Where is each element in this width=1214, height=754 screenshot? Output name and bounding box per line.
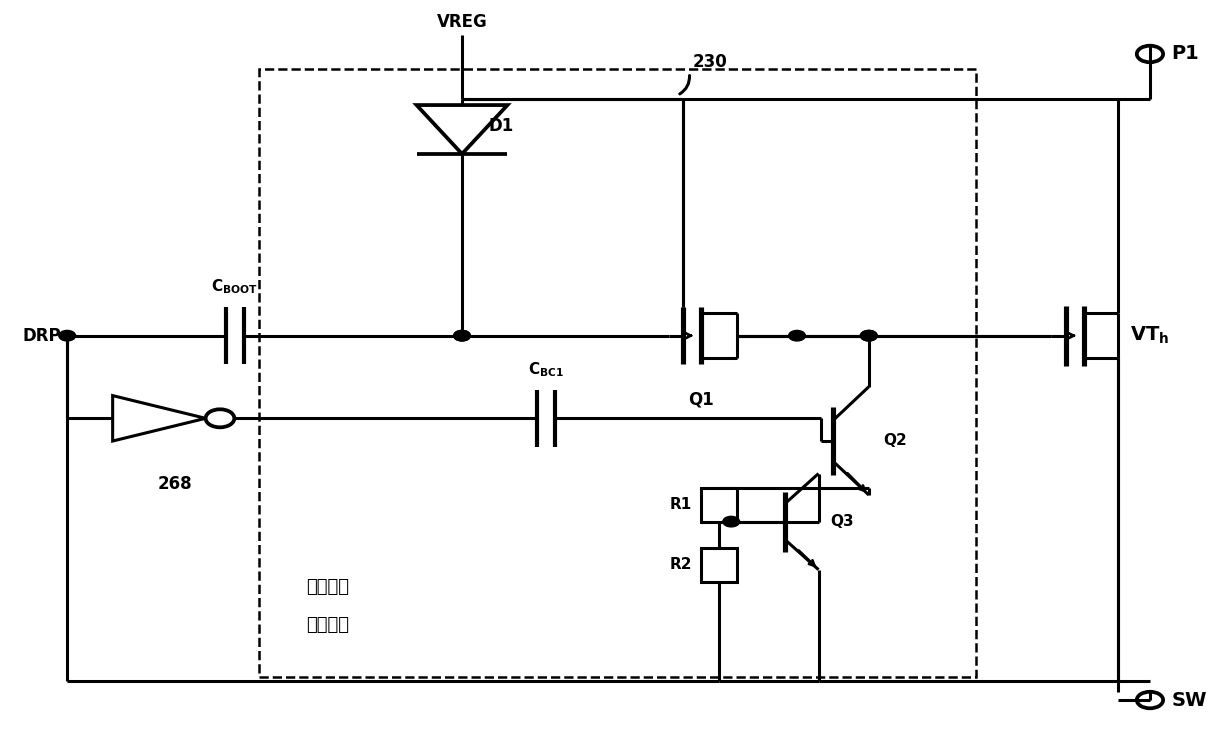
Text: Q2: Q2	[883, 434, 907, 449]
Text: Q3: Q3	[830, 514, 855, 529]
Circle shape	[722, 516, 739, 527]
Text: P1: P1	[1172, 44, 1199, 63]
Text: R1: R1	[669, 497, 692, 512]
Bar	[702, 488, 737, 522]
Text: $\mathbf{C_{BOOT}}$: $\mathbf{C_{BOOT}}$	[211, 277, 259, 296]
Text: $\mathbf{VT_h}$: $\mathbf{VT_h}$	[1129, 325, 1169, 346]
Text: 电容耦合: 电容耦合	[306, 578, 350, 596]
Text: 驱动电路: 驱动电路	[306, 616, 350, 634]
Circle shape	[454, 330, 470, 341]
Circle shape	[789, 330, 805, 341]
Circle shape	[861, 330, 878, 341]
Circle shape	[454, 330, 470, 341]
Text: VREG: VREG	[437, 14, 487, 32]
Text: 230: 230	[693, 54, 727, 71]
Text: D1: D1	[488, 118, 514, 136]
Text: DRP: DRP	[23, 326, 61, 345]
Text: 268: 268	[158, 475, 192, 492]
Text: $\mathbf{C_{BC1}}$: $\mathbf{C_{BC1}}$	[528, 360, 563, 379]
Text: SW: SW	[1172, 691, 1207, 710]
Text: R2: R2	[669, 557, 692, 572]
Bar	[702, 548, 737, 581]
Circle shape	[58, 330, 75, 341]
Circle shape	[861, 330, 878, 341]
Text: Q1: Q1	[688, 391, 714, 409]
